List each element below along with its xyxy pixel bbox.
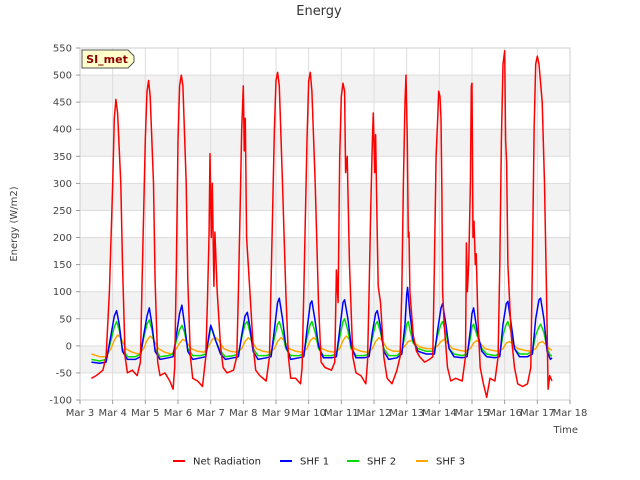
y-tick-label: 200 [53,233,72,244]
plot-band [80,318,570,346]
plot-band [80,291,570,319]
series-line-net-radiation [91,49,553,399]
y-tick-label: 400 [53,125,72,136]
plot-band [80,48,570,76]
x-axis-title: Time [553,425,578,436]
y-tick-label: 0 [66,341,72,352]
x-tick-label: Mar 9 [262,408,290,419]
x-tick-label: Mar 5 [131,408,159,419]
y-tick-label: 100 [53,287,72,298]
plot-band [80,183,570,211]
legend: Net Radiation SHF 1 SHF 2 SHF 3 [173,457,465,468]
series-layer [91,49,553,399]
legend-label: SHF 2 [367,457,396,468]
plot-band [80,372,570,400]
plot-band [80,102,570,130]
x-tick-label: Mar 18 [553,408,588,419]
plot-band [80,237,570,265]
x-tick-label: Mar 16 [487,408,522,419]
x-tick-label: Mar 11 [324,408,359,419]
legend-label: SHF 1 [300,457,329,468]
x-axis-ticks: Mar 3 Mar 4 Mar 5 Mar 6 Mar 7 Mar 8 Mar 9 Mar 1… [66,400,588,419]
plot-background [80,48,570,400]
chart-title: Energy [296,4,342,19]
y-tick-label: 550 [53,44,72,55]
x-tick-label: Mar 13 [389,408,424,419]
x-tick-label: Mar 12 [357,408,392,419]
plot-band [80,129,570,157]
y-axis-ticks: -100 -50 0 50 100 150 200 250 300 350 400 450 500 550 [49,44,80,407]
y-tick-label: 350 [53,152,72,163]
x-tick-label: Mar 7 [196,408,224,419]
y-tick-label: 300 [53,179,72,190]
x-tick-label: Mar 15 [455,408,490,419]
legend-label: Net Radiation [193,457,261,468]
legend-label: SHF 3 [436,457,465,468]
y-tick-label: 500 [53,71,72,82]
plot-band [80,210,570,238]
site-label: SI_met [86,53,128,66]
x-tick-label: Mar 3 [66,408,94,419]
plot-band [80,264,570,292]
y-tick-label: -50 [56,368,72,379]
y-tick-label: 50 [59,314,72,325]
x-tick-label: Mar 4 [98,408,126,419]
x-tick-label: Mar 17 [520,408,555,419]
x-tick-label: Mar 6 [164,408,192,419]
x-tick-label: Mar 8 [229,408,257,419]
plot-band [80,75,570,103]
y-tick-label: 150 [53,260,72,271]
site-label-background [81,49,135,69]
x-tick-label: Mar 10 [291,408,326,419]
plot-band [80,156,570,184]
y-axis-title: Energy (W/m2) [9,186,20,261]
y-tick-label: -100 [49,396,72,407]
y-tick-label: 450 [53,98,72,109]
y-tick-label: 250 [53,206,72,217]
x-tick-label: Mar 14 [422,408,457,419]
site-label-box: SI_met [81,49,135,69]
plot-frame [79,47,571,401]
